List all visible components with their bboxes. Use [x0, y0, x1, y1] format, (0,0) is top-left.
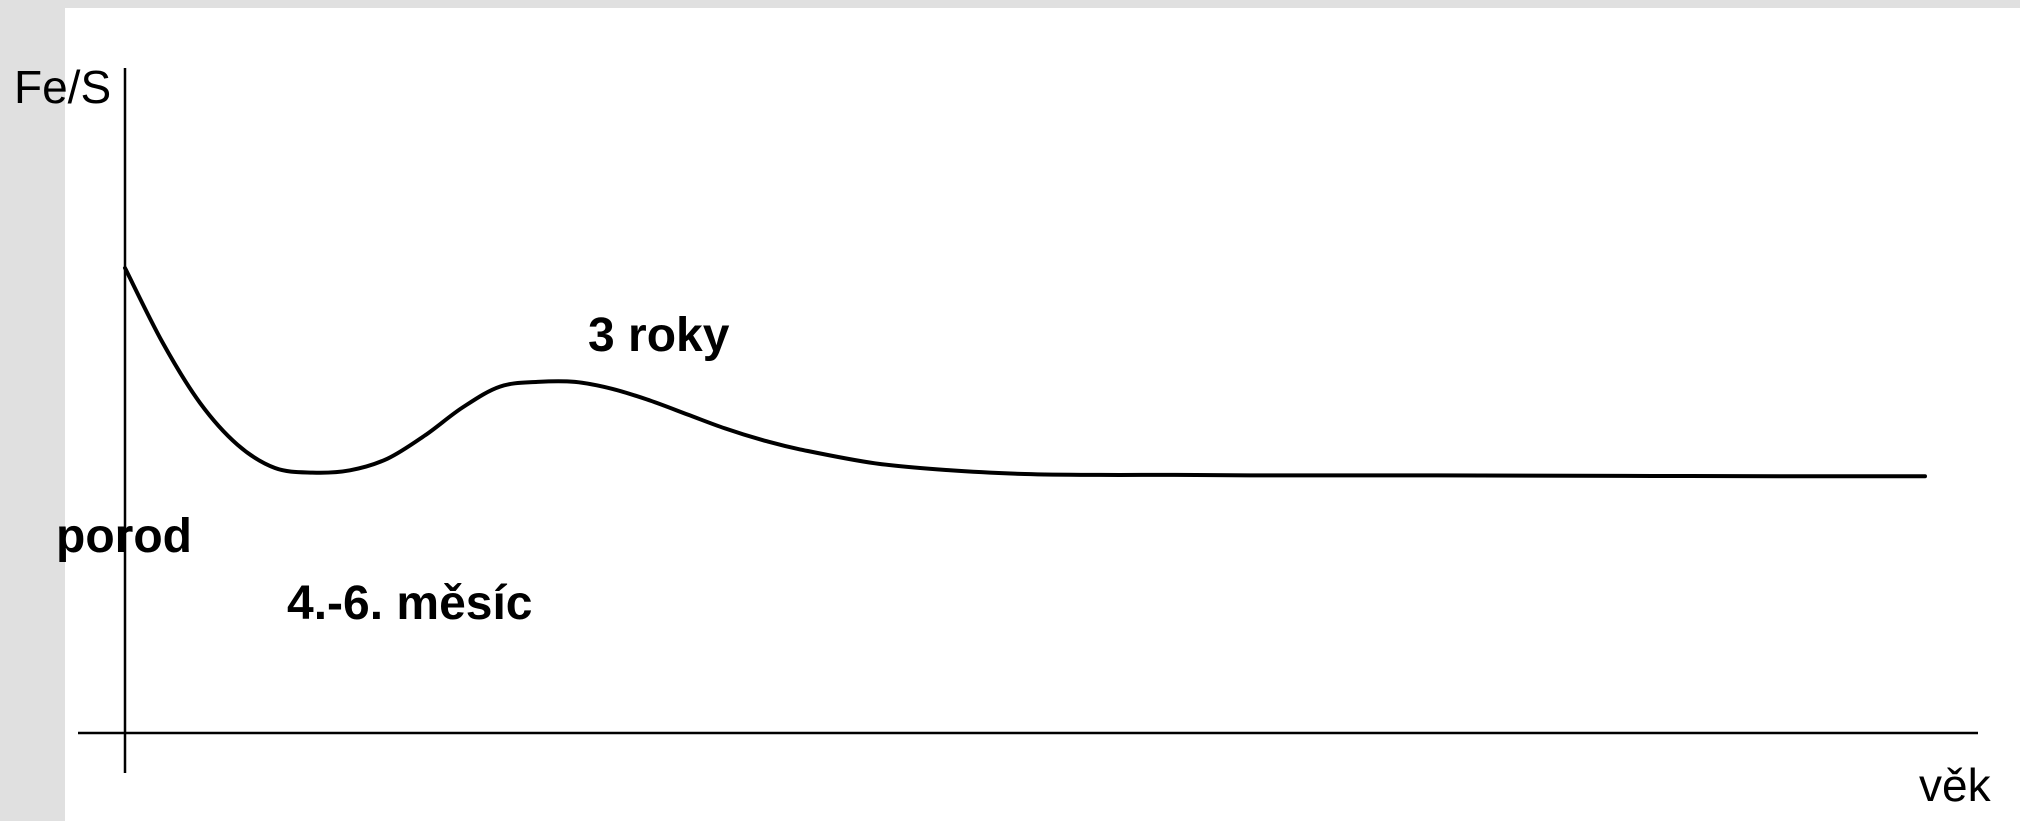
frame-top-border [0, 0, 2020, 8]
series-curve [123, 266, 1927, 479]
annotation-porod: porod [56, 510, 192, 563]
y-axis-label: Fe/S [14, 61, 112, 113]
annotation-3-roky: 3 roky [588, 309, 730, 362]
annotation-4-6-mesic: 4.-6. měsíc [287, 577, 533, 630]
x-axis-label: věk [1919, 759, 1991, 811]
frame-left-border [0, 0, 65, 821]
